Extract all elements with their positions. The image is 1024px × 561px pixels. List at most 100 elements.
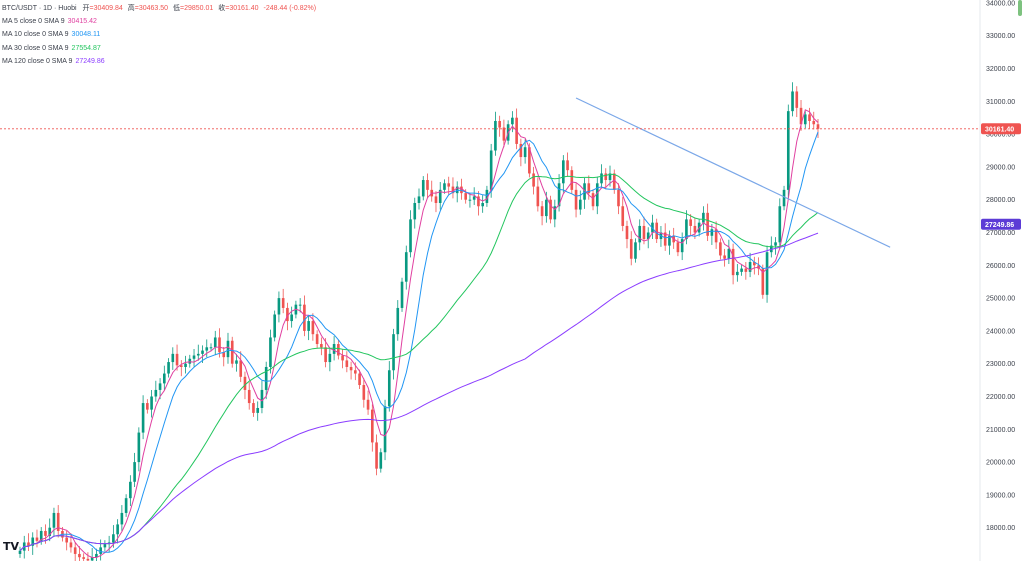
candle (621, 206, 625, 226)
candle (281, 298, 285, 308)
price-axis[interactable]: 18000.00 19000.00 20000.00 21000.00 22000.00… (986, 0, 1015, 532)
candle (816, 124, 820, 129)
candle (400, 281, 404, 308)
candle (795, 91, 799, 108)
candle (375, 442, 378, 469)
candle (528, 147, 531, 174)
candle (146, 403, 149, 410)
candle (812, 120, 816, 125)
candle (99, 547, 102, 554)
candle (727, 248, 731, 259)
candle (803, 114, 807, 125)
candle (235, 360, 238, 364)
indicator-ma120[interactable]: MA 120 close 0 SMA 9 27249.86 (2, 55, 319, 68)
candle (252, 403, 255, 413)
candle (532, 173, 535, 187)
candle (680, 239, 684, 253)
candle (634, 242, 637, 259)
ma-line-10 (19, 131, 819, 553)
price-scale-scrollbar[interactable] (1018, 0, 1022, 16)
candle (387, 370, 391, 407)
candle (39, 530, 43, 541)
candle (396, 307, 400, 335)
indicator-value: 27249.86 (75, 57, 105, 65)
price-axis-tick: 19000.00 (986, 492, 1015, 499)
candle (366, 399, 370, 410)
candle (201, 350, 204, 354)
candle (379, 452, 383, 469)
candle (86, 558, 90, 561)
candle (392, 334, 395, 371)
candle (264, 366, 268, 390)
candle (137, 432, 141, 463)
candle (311, 321, 315, 335)
indicator-ma10[interactable]: MA 10 close 0 SMA 9 30048.11 (2, 28, 319, 41)
candle (646, 232, 650, 240)
candle (451, 186, 455, 194)
candle (731, 248, 735, 276)
price-axis-tick: 31000.00 (986, 99, 1015, 106)
candle (196, 353, 200, 356)
candle (129, 481, 132, 499)
candle (324, 347, 327, 363)
indicator-label: MA 10 close 0 SMA 9 (2, 31, 69, 39)
candle (133, 462, 136, 482)
candle (782, 189, 786, 207)
candle (426, 180, 429, 190)
candle (260, 389, 264, 408)
candle (629, 239, 633, 259)
candle (693, 225, 697, 233)
indicator-label: MA 5 close 0 SMA 9 (2, 18, 65, 26)
candle (179, 365, 183, 367)
candle (786, 111, 790, 190)
price-axis-tick: 27000.00 (986, 230, 1015, 237)
candle (65, 537, 69, 543)
candle (498, 120, 501, 128)
price-axis-tick: 21000.00 (986, 427, 1015, 434)
candle (668, 235, 671, 246)
candle (595, 183, 599, 207)
candle (158, 383, 162, 390)
candle (31, 537, 35, 546)
indicator-ma5[interactable]: MA 5 close 0 SMA 9 30415.42 (2, 15, 319, 28)
price-axis-tick: 30000.00 (986, 132, 1015, 139)
price-axis-tick: 18000.00 (986, 525, 1015, 532)
candle (748, 262, 752, 272)
candle (685, 219, 688, 240)
candle (413, 202, 417, 220)
candle (222, 352, 226, 358)
indicator-ma30[interactable]: MA 30 close 0 SMA 9 27554.87 (2, 42, 319, 55)
candle (78, 553, 81, 558)
candle (337, 344, 340, 356)
candle (587, 183, 591, 194)
candle (56, 512, 60, 531)
candle (332, 344, 336, 354)
candle (553, 206, 557, 220)
price-axis-tick: 28000.00 (986, 197, 1015, 204)
candle (171, 353, 175, 363)
last-price-tag (981, 123, 1021, 135)
candle (808, 114, 811, 121)
candle (472, 196, 476, 200)
candle (409, 219, 412, 253)
candle (184, 363, 187, 367)
low-label: 低 (173, 5, 181, 12)
candle (557, 183, 561, 207)
candle (243, 376, 247, 390)
trendline[interactable] (575, 97, 891, 248)
moving-average-lines (19, 109, 819, 558)
candle (277, 298, 281, 315)
candle (286, 307, 289, 322)
candle (112, 534, 115, 543)
candle (765, 252, 769, 295)
candle (315, 334, 319, 345)
candle (774, 242, 777, 246)
chart-legend: BTC/USDT · 1D · Huobi 开=30409.84 高=30463… (2, 2, 319, 68)
candle (141, 403, 145, 433)
candle (175, 353, 179, 366)
candle (485, 189, 489, 203)
price-tags: 30161.40 27249.86 (981, 123, 1021, 230)
candle (719, 242, 722, 256)
candle (213, 337, 217, 348)
